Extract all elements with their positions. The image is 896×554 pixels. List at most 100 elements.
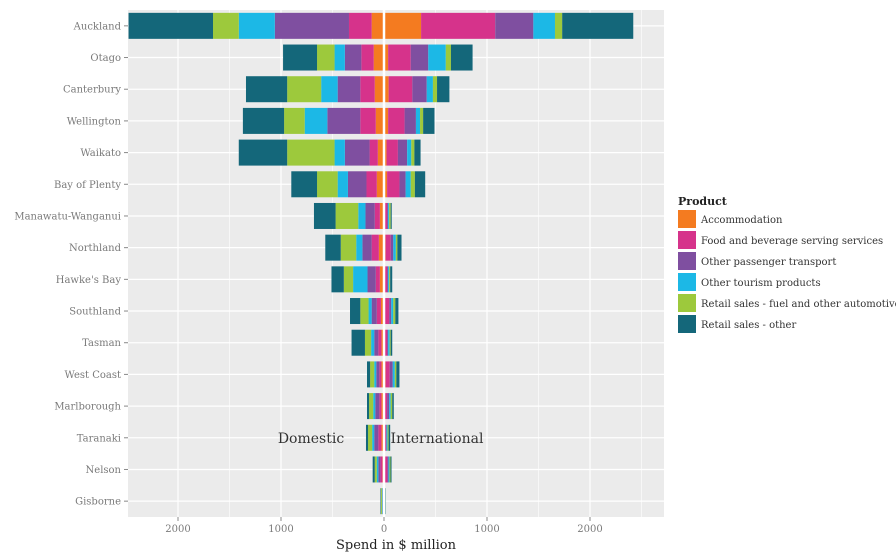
bar-domestic [371, 329, 375, 356]
bar-international [384, 171, 388, 198]
bar-international [395, 234, 398, 261]
bar-domestic [365, 202, 375, 229]
bar-international [388, 202, 390, 229]
bar-international [392, 361, 395, 388]
bar-domestic [378, 456, 381, 483]
x-tick-label: 1000 [268, 524, 293, 535]
y-tick-label: Nelson [86, 465, 122, 476]
bar-international [384, 456, 388, 483]
bar-domestic [381, 424, 384, 451]
bar-international [389, 361, 393, 388]
bar-international [414, 171, 426, 198]
y-tick-label: Waikato [80, 148, 121, 159]
bar-international [386, 139, 398, 166]
bar-domestic [358, 202, 366, 229]
y-tick-label: Southland [69, 307, 121, 318]
bar-domestic [287, 139, 335, 166]
bar-international [388, 76, 413, 103]
bar-international [384, 139, 387, 166]
y-tick-label: Bay of Plenty [54, 180, 121, 191]
legend-swatch [678, 231, 696, 249]
y-tick-label: Manawatu-Wanganui [14, 211, 121, 222]
y-tick-label: Tasman [82, 338, 121, 349]
y-tick-label: Hawke's Bay [56, 275, 122, 286]
bar-domestic [369, 139, 378, 166]
bar-domestic [374, 76, 384, 103]
bar-domestic [362, 234, 372, 261]
bar-domestic [367, 266, 376, 293]
bar-international [410, 171, 415, 198]
legend: Product Accommodation Food and beverage s… [678, 195, 896, 333]
y-axis: Auckland Otago Canterbury Wellington Waikato… [14, 21, 128, 508]
legend-swatch [678, 252, 696, 270]
bar-domestic [381, 329, 384, 356]
bar-international [392, 393, 394, 420]
bar-international [388, 107, 405, 134]
bar-international [414, 139, 421, 166]
bar-domestic [375, 266, 380, 293]
bar-international [388, 424, 391, 451]
bar-domestic [348, 12, 372, 39]
bar-domestic [380, 488, 381, 515]
bar-international [389, 393, 391, 420]
bar-international [391, 298, 394, 325]
bar-international [562, 12, 634, 39]
bar-domestic [334, 139, 345, 166]
bar-domestic [372, 424, 375, 451]
bar-international [421, 12, 496, 39]
y-tick-label: Northland [69, 243, 122, 254]
bar-international [389, 456, 391, 483]
bar-international [412, 76, 427, 103]
bar-domestic [313, 202, 336, 229]
bar-domestic [360, 76, 375, 103]
bar-domestic [379, 202, 384, 229]
bar-international [411, 139, 415, 166]
bar-domestic [379, 361, 382, 388]
bar-international [385, 266, 388, 293]
bar-domestic [317, 44, 335, 71]
bar-domestic [373, 44, 384, 71]
bar-domestic [344, 139, 370, 166]
bar-international [387, 171, 400, 198]
bar-international [393, 298, 396, 325]
bar-international [384, 107, 389, 134]
bar-domestic [337, 171, 348, 198]
bar-domestic [371, 12, 384, 39]
bar-domestic [361, 44, 374, 71]
y-tick-label: Canterbury [63, 85, 121, 96]
y-tick-label: Otago [90, 53, 121, 64]
bar-international [407, 139, 412, 166]
bar-international [387, 456, 389, 483]
bar-domestic [374, 329, 379, 356]
bar-domestic [340, 234, 357, 261]
bar-domestic [381, 488, 383, 515]
bar-domestic [128, 12, 214, 39]
bar-international [533, 12, 555, 39]
bar-international [404, 107, 416, 134]
bar-international [389, 202, 391, 229]
bar-international [387, 329, 389, 356]
bar-international [397, 234, 402, 261]
legend-label: Food and beverage serving services [701, 236, 883, 247]
bar-domestic [380, 298, 384, 325]
bar-international [390, 234, 394, 261]
x-axis-title: Spend in $ million [336, 538, 457, 553]
bar-domestic [369, 393, 374, 420]
bar-international [410, 44, 429, 71]
bar-domestic [304, 107, 328, 134]
bar-domestic [368, 298, 372, 325]
bar-domestic [321, 76, 338, 103]
bar-domestic [242, 107, 285, 134]
bar-international [385, 202, 388, 229]
bar-international [384, 12, 422, 39]
bar-domestic [365, 424, 369, 451]
bar-domestic [337, 76, 361, 103]
bar-international [437, 76, 450, 103]
bar-domestic [238, 12, 275, 39]
bar-domestic [381, 393, 384, 420]
bar-international [387, 202, 389, 229]
bar-international [394, 361, 397, 388]
bar-domestic [374, 424, 379, 451]
bar-domestic [382, 488, 383, 515]
bar-international [445, 44, 451, 71]
